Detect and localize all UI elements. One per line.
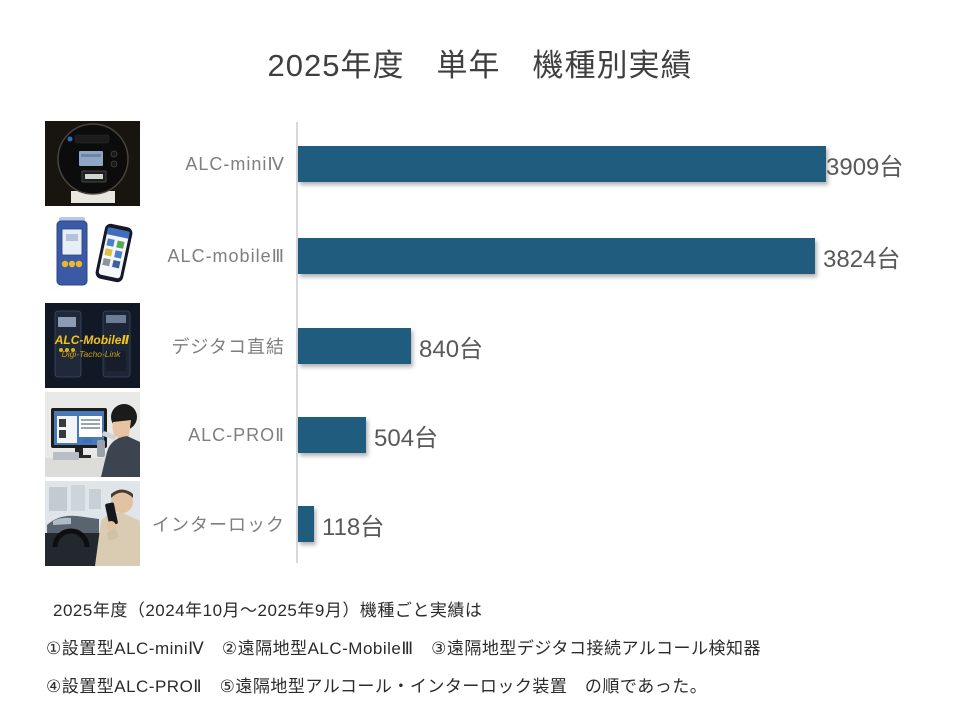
footer-line-1: 2025年度（2024年10月〜2025年9月）機種ごと実績は (53, 601, 483, 620)
product-photo-alc-pro2 (45, 392, 140, 477)
product-photo-digitaco: ALC-MobileⅡ Digi-Tacho-Link (45, 303, 140, 388)
photo-text-alc-mobile2: ALC-MobileⅡ (54, 333, 130, 347)
footer-line-2: ①設置型ALC-miniⅣ ②遠隔地型ALC-MobileⅢ ③遠隔地型デジタコ… (46, 639, 761, 658)
category-label: インターロック (152, 515, 285, 535)
chart-title: 2025年度 単年 機種別実績 (267, 48, 693, 83)
product-photo-alc-mobile3 (45, 213, 140, 298)
chart-row: インターロック 118台 (0, 479, 960, 569)
chart-row: ALC-PROⅡ 504台 (0, 390, 960, 480)
axis-line (296, 122, 298, 563)
value-label: 3909台 (826, 153, 904, 181)
value-label: 118台 (322, 513, 385, 541)
category-label: ALC-miniⅣ (185, 153, 285, 174)
bar (298, 417, 366, 453)
bar (298, 328, 411, 364)
value-label: 3824台 (823, 245, 901, 273)
product-photo-alc-mini4 (45, 121, 140, 206)
bar (298, 238, 815, 274)
value-label: 504台 (374, 424, 439, 452)
footer-line-3: ④設置型ALC-PROⅡ ⑤遠隔地型アルコール・インターロック装置 の順であった… (46, 677, 708, 696)
chart-row: ALC-mobileⅢ 3824台 (0, 211, 960, 301)
bar (298, 146, 826, 182)
chart-row: ALC-miniⅣ 3909台 (0, 119, 960, 209)
bar (298, 506, 314, 542)
category-label: ALC-mobileⅢ (167, 245, 285, 266)
category-label: デジタコ直結 (171, 337, 285, 357)
value-label: 840台 (419, 335, 484, 363)
chart-row: ALC-MobileⅡ Digi-Tacho-Link デジタコ直結 840台 (0, 301, 960, 391)
category-label: ALC-PROⅡ (188, 424, 285, 445)
product-photo-interlock (45, 481, 140, 566)
photo-text-digi-tacho-link: Digi-Tacho-Link (62, 349, 121, 359)
